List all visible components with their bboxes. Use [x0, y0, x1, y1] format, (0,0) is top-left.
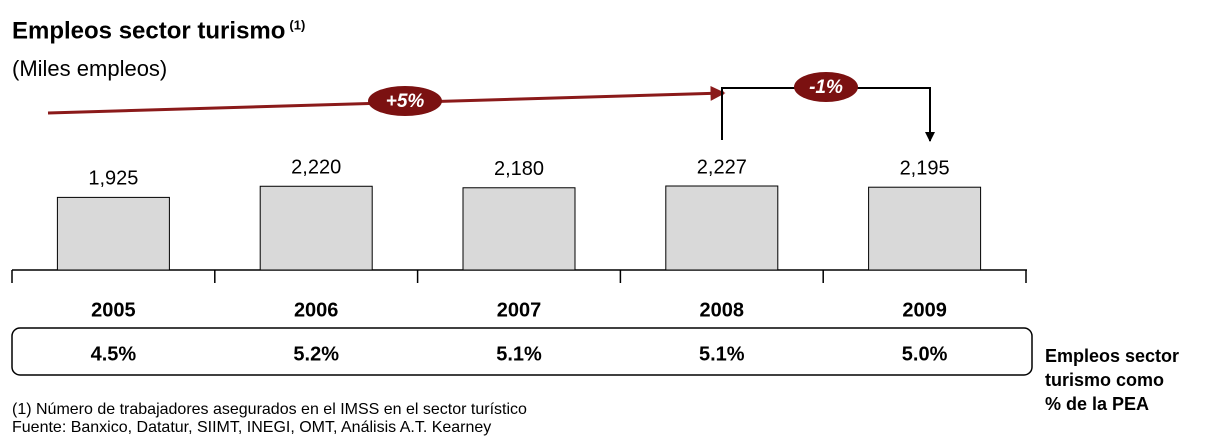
annotation-badge — [368, 86, 442, 116]
share-row-label: Empleos sector — [1045, 346, 1179, 366]
share-row-label: turismo como — [1045, 370, 1164, 390]
share-value: 5.1% — [699, 343, 745, 365]
annotation-badge — [794, 72, 858, 102]
share-row-label: % de la PEA — [1045, 394, 1149, 414]
share-row-box — [11, 327, 1033, 376]
share-value: 5.2% — [293, 343, 339, 365]
title-note: (1) — [289, 17, 305, 32]
chart-title: Empleos sector turismo — [12, 17, 285, 44]
chart-subtitle: (Miles empleos) — [12, 56, 167, 81]
data-label: 2,180 — [494, 158, 544, 180]
annotation: -1% — [809, 77, 843, 98]
bar — [259, 185, 373, 271]
source: Fuente: Banxico, Datatur, SIIMT, INEGI, … — [12, 419, 491, 436]
annotation: +5% — [386, 91, 425, 112]
bar — [665, 185, 779, 271]
data-label: 2,220 — [291, 157, 341, 179]
x-tick-label: 2009 — [902, 299, 947, 321]
x-tick-label: 2007 — [497, 299, 542, 321]
x-tick-label: 2005 — [91, 299, 136, 321]
bar — [56, 196, 170, 271]
share-value: 4.5% — [91, 343, 137, 365]
bar — [462, 187, 576, 271]
data-label: 1,925 — [88, 168, 138, 190]
share-value: 5.0% — [902, 343, 948, 365]
x-tick-label: 2006 — [294, 299, 339, 321]
share-value: 5.1% — [496, 343, 542, 365]
bar — [868, 186, 982, 271]
data-label: 2,195 — [900, 157, 950, 179]
x-tick-label: 2008 — [700, 299, 745, 321]
data-label: 2,227 — [697, 156, 747, 178]
footnote: (1) Número de trabajadores asegurados en… — [12, 401, 527, 418]
